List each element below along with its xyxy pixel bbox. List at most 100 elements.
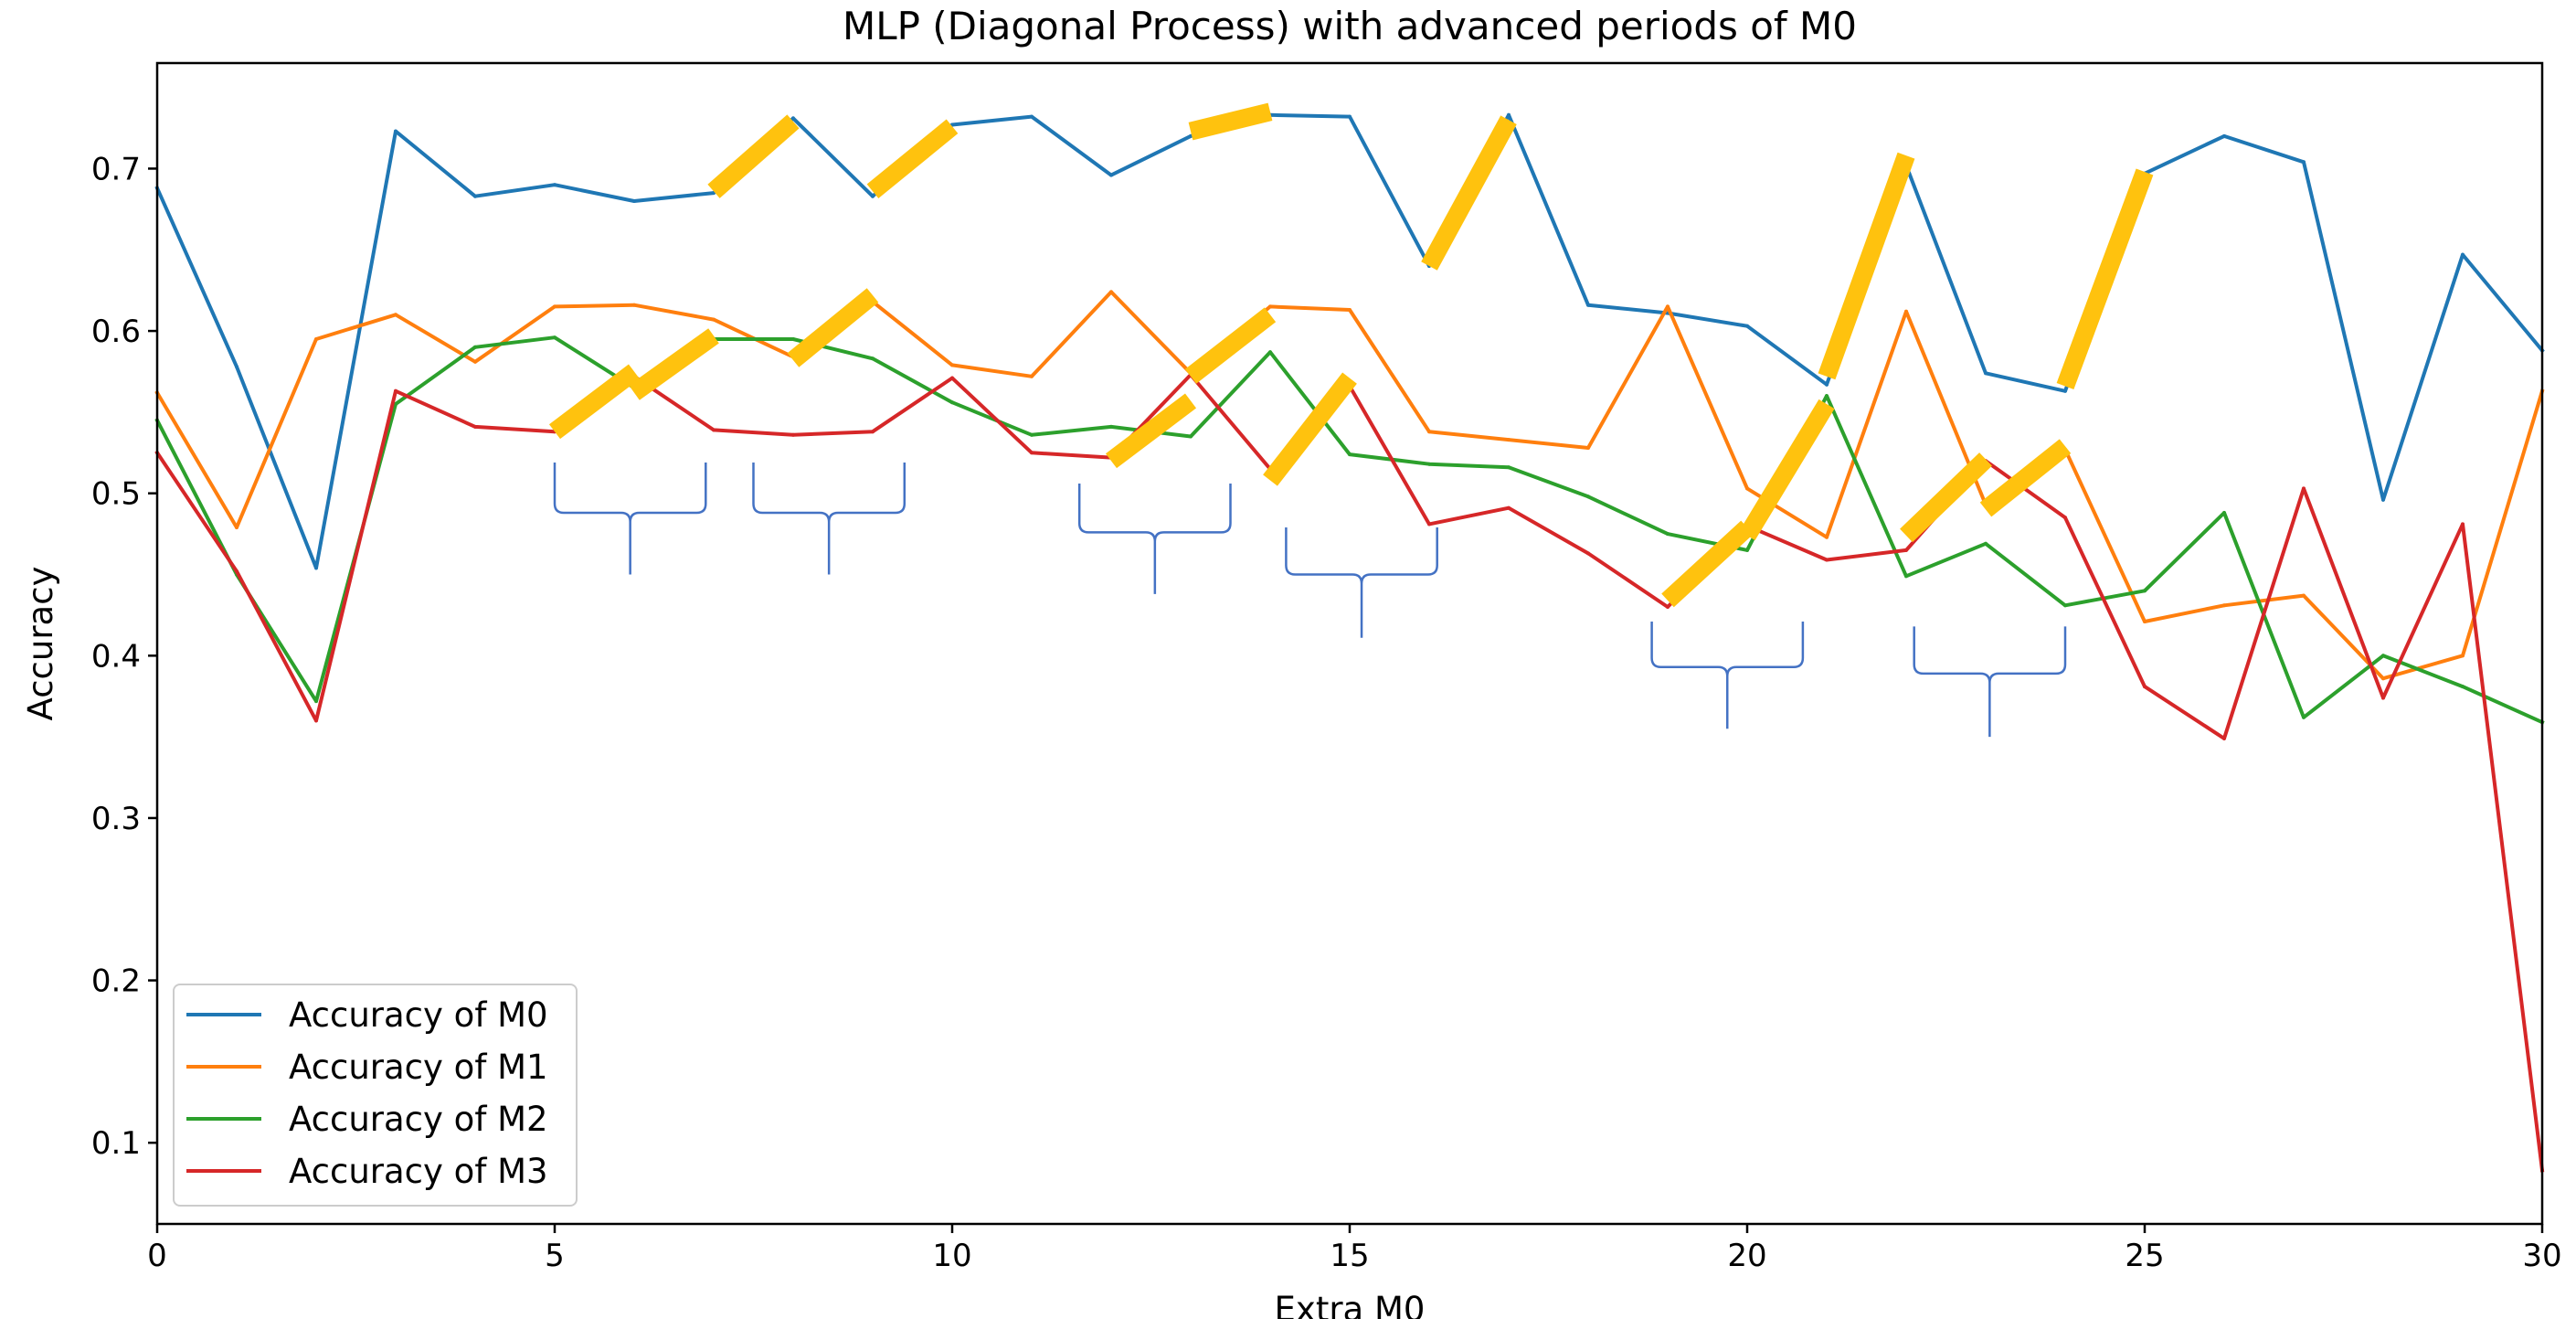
data-point-m3 <box>712 428 716 432</box>
highlight-stroke <box>1184 307 1277 384</box>
data-point-m2 <box>1427 462 1431 466</box>
data-point-m0 <box>553 183 557 187</box>
highlight-stroke <box>1661 520 1754 608</box>
data-point-m2 <box>394 402 398 406</box>
brace-annotation <box>1913 626 2067 738</box>
data-point-m1 <box>950 363 954 367</box>
data-point-m1 <box>1348 308 1352 312</box>
data-point-m2 <box>1189 434 1193 439</box>
data-point-m0 <box>1586 303 1590 307</box>
data-point-m1 <box>235 526 239 529</box>
data-point-m1 <box>632 303 636 307</box>
y-tick-label: 0.4 <box>91 638 141 675</box>
tick-layer: 0 5 10 15 20 25 30 0.1 0.2 0.3 0.4 0.5 0.6 0.7 <box>91 151 2562 1274</box>
data-point-m0 <box>2222 133 2226 138</box>
data-point-m1 <box>1507 438 1511 442</box>
x-axis-label: Extra M0 <box>1275 1290 1426 1319</box>
data-point-m1 <box>1904 309 1908 314</box>
data-point-m2 <box>2143 589 2147 593</box>
data-point-m1 <box>1666 304 1670 309</box>
chart-title: MLP (Diagonal Process) with advanced per… <box>843 4 1857 48</box>
data-point-m0 <box>1507 112 1511 117</box>
data-point-m3 <box>1427 522 1431 527</box>
highlight-stroke <box>548 364 641 440</box>
data-point-m0 <box>632 199 636 203</box>
data-point-m3 <box>1586 551 1590 556</box>
data-point-m1 <box>2302 593 2306 598</box>
data-point-m3 <box>2302 486 2306 491</box>
highlight-stroke <box>1105 393 1197 469</box>
data-point-m0 <box>235 365 239 369</box>
data-point-m1 <box>2143 620 2147 623</box>
data-point-m1 <box>394 313 398 317</box>
legend-label-m0: Accuracy of M0 <box>289 995 548 1035</box>
y-tick-label: 0.2 <box>91 963 141 1000</box>
y-tick-label: 0.6 <box>91 314 141 350</box>
data-point-m0 <box>1030 114 1034 119</box>
data-point-m2 <box>2381 654 2385 658</box>
data-point-m1 <box>1745 486 1749 491</box>
data-point-m1 <box>2222 603 2226 608</box>
data-point-m0 <box>871 194 875 198</box>
data-point-m0 <box>1189 133 1193 138</box>
data-point-m1 <box>1586 446 1590 450</box>
data-point-m2 <box>2461 685 2465 689</box>
data-point-m2 <box>1268 350 1272 355</box>
legend: Accuracy of M0 Accuracy of M1 Accuracy of … <box>173 984 578 1207</box>
y-axis-label: Accuracy <box>21 567 60 721</box>
data-point-m3 <box>235 569 239 573</box>
legend-box <box>173 984 578 1207</box>
data-point-m3 <box>473 424 477 429</box>
data-point-m2 <box>2063 603 2067 608</box>
highlight-stroke <box>1739 399 1835 541</box>
highlight-stroke <box>1979 439 2072 517</box>
data-point-m2 <box>1825 394 1829 399</box>
data-point-m3 <box>2461 522 2465 527</box>
data-point-m2 <box>791 337 795 341</box>
data-point-m3 <box>394 388 398 393</box>
data-point-m1 <box>553 304 557 309</box>
data-point-m2 <box>1586 495 1590 499</box>
highlight-stroke <box>866 119 959 199</box>
data-point-m3 <box>1030 451 1034 455</box>
x-tick-label: 15 <box>1330 1238 1369 1274</box>
highlight-stroke <box>1263 372 1357 486</box>
data-point-m1 <box>2461 654 2465 658</box>
data-point-m2 <box>1904 574 1908 579</box>
data-point-m3 <box>2063 516 2067 520</box>
data-point-m3 <box>1666 605 1670 609</box>
data-point-m2 <box>871 356 875 361</box>
data-point-m3 <box>2381 696 2385 700</box>
data-point-m0 <box>1745 324 1749 328</box>
data-point-m2 <box>1348 452 1352 457</box>
data-point-m0 <box>1825 382 1829 387</box>
data-point-m1 <box>2381 676 2385 681</box>
legend-label-m1: Accuracy of M1 <box>289 1048 548 1087</box>
data-point-m1 <box>1268 304 1272 309</box>
highlight-stroke <box>1421 115 1517 271</box>
highlight-layer <box>548 102 2154 608</box>
data-point-m0 <box>2461 252 2465 257</box>
data-point-m1 <box>314 337 318 341</box>
data-point-m2 <box>1984 541 1988 546</box>
highlight-stroke <box>787 288 879 367</box>
brace-annotation <box>1285 527 1438 638</box>
y-tick-label: 0.3 <box>91 801 141 837</box>
data-point-m2 <box>1745 548 1749 552</box>
data-point-m0 <box>2063 388 2067 393</box>
highlight-stroke <box>1188 102 1273 141</box>
x-tick-label: 25 <box>2125 1238 2164 1274</box>
data-point-m2 <box>2302 715 2306 719</box>
x-tick-label: 30 <box>2522 1238 2561 1274</box>
data-point-m0 <box>314 566 318 570</box>
data-point-m2 <box>1507 465 1511 470</box>
data-point-m0 <box>2302 160 2306 165</box>
data-point-m1 <box>1825 535 1829 539</box>
x-tick-label: 10 <box>932 1238 971 1274</box>
data-point-m3 <box>791 432 795 437</box>
data-point-m3 <box>950 376 954 380</box>
highlight-stroke <box>1818 152 1915 380</box>
highlight-stroke <box>1900 452 1992 543</box>
data-point-m3 <box>871 430 875 434</box>
